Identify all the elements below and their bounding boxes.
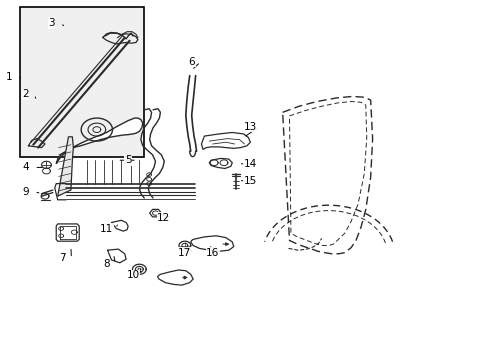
Text: 17: 17: [178, 248, 191, 258]
Text: 3: 3: [48, 18, 55, 28]
Polygon shape: [56, 224, 79, 241]
Bar: [20, 7, 144, 157]
Polygon shape: [56, 118, 142, 164]
Polygon shape: [190, 236, 233, 251]
Polygon shape: [58, 137, 73, 196]
Text: 15: 15: [243, 176, 257, 186]
Text: 5: 5: [124, 155, 131, 165]
Polygon shape: [201, 132, 250, 149]
Text: 16: 16: [205, 248, 219, 258]
Text: 13: 13: [243, 122, 257, 132]
Text: 14: 14: [243, 159, 257, 169]
Text: 10: 10: [126, 270, 139, 280]
Text: 2: 2: [22, 89, 29, 99]
Text: 9: 9: [22, 186, 29, 197]
Text: 11: 11: [100, 224, 113, 234]
Text: 4: 4: [22, 162, 29, 172]
Text: 7: 7: [59, 253, 66, 264]
Text: 6: 6: [188, 57, 195, 67]
Text: 1: 1: [5, 72, 12, 82]
Text: 8: 8: [103, 258, 110, 269]
Text: 12: 12: [157, 213, 170, 223]
Polygon shape: [157, 270, 193, 285]
Polygon shape: [209, 158, 232, 168]
